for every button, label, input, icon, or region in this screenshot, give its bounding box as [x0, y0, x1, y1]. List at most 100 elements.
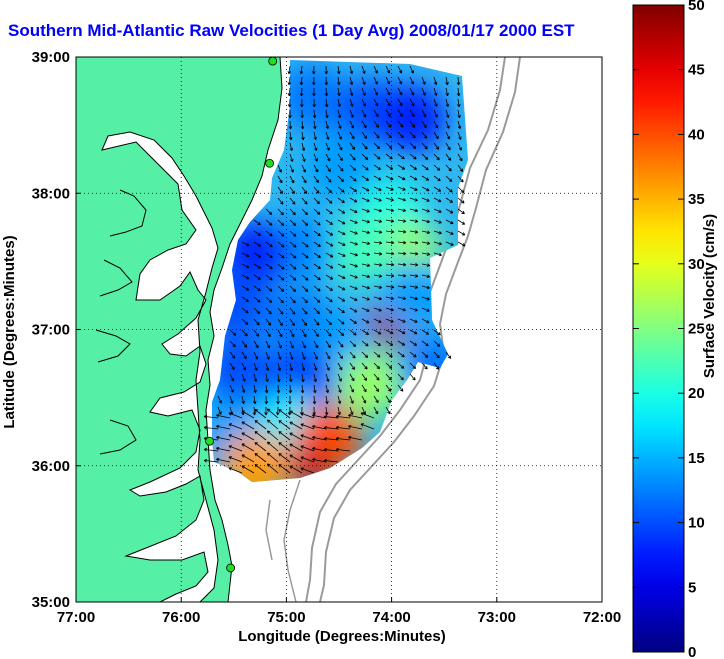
velocity-arrow [457, 230, 466, 236]
velocity-arrow [301, 142, 306, 152]
velocity-arrow [277, 373, 281, 383]
colorbar-tick-label: 40 [688, 126, 705, 143]
velocity-arrow [361, 186, 370, 192]
velocity-arrow [337, 362, 343, 371]
velocity-arrow [216, 446, 231, 452]
velocity-arrow [385, 251, 395, 256]
velocity-arrow [216, 424, 231, 430]
velocity-arrow [253, 307, 261, 314]
velocity-arrow [217, 395, 222, 404]
velocity-arrow [266, 441, 279, 452]
velocity-arrow [313, 340, 319, 349]
velocity-arrow [287, 98, 292, 108]
velocity-arrow [203, 414, 219, 419]
velocity-arrow [325, 175, 332, 183]
velocity-arrow [361, 230, 371, 235]
velocity-arrow [288, 120, 293, 130]
velocity-arrow [445, 219, 454, 225]
velocity-arrow [373, 131, 380, 139]
velocity-arrow [241, 373, 246, 382]
velocity-arrow [385, 307, 394, 312]
velocity-arrow [325, 153, 331, 162]
velocity-arrow [373, 362, 381, 370]
velocity-arrow [337, 142, 343, 151]
velocity-arrow [373, 76, 378, 85]
velocity-arrow [349, 263, 358, 268]
x-tick-label: 77:00 [57, 609, 95, 626]
velocity-arrow [276, 395, 280, 405]
velocity-arrow [289, 285, 297, 292]
velocity-arrow [421, 318, 430, 324]
velocity-arrow [337, 263, 346, 268]
velocity-arrow [323, 436, 339, 441]
velocity-arrow [301, 131, 305, 141]
velocity-arrow [241, 318, 249, 325]
velocity-arrow [373, 296, 382, 301]
velocity-vectors [203, 65, 466, 474]
velocity-arrow [349, 153, 356, 161]
velocity-arrow [409, 175, 418, 181]
velocity-arrow [385, 65, 391, 74]
velocity-arrow [349, 384, 355, 393]
velocity-arrow [445, 76, 449, 86]
velocity-arrow [457, 164, 464, 172]
velocity-arrow [216, 457, 231, 463]
velocity-arrow [361, 65, 366, 74]
velocity-arrow [313, 318, 320, 326]
velocity-arrow [313, 120, 317, 130]
velocity-arrow [349, 351, 356, 359]
velocity-arrow [325, 263, 334, 269]
station-marker [265, 158, 274, 168]
velocity-arrow [361, 153, 369, 160]
velocity-arrow [325, 373, 330, 382]
velocity-arrow [361, 285, 370, 290]
velocity-arrow [421, 219, 430, 224]
velocity-arrow [325, 219, 333, 225]
velocity-arrow [241, 443, 255, 452]
velocity-arrow [301, 230, 309, 237]
velocity-arrow [349, 373, 355, 382]
velocity-arrow [287, 76, 292, 86]
velocity-arrow [300, 456, 315, 463]
velocity-arrow [229, 351, 236, 359]
velocity-arrow [253, 274, 261, 280]
velocity-arrow [325, 395, 329, 405]
velocity-arrow [277, 219, 285, 226]
velocity-arrow [361, 263, 371, 268]
velocity-arrow [421, 296, 430, 301]
velocity-arrow [241, 241, 250, 247]
velocity-arrow [217, 406, 222, 415]
colorbar-tick-label: 15 [688, 450, 705, 467]
velocity-arrow [323, 458, 339, 463]
velocity-arrow [373, 373, 380, 381]
velocity-arrow [409, 186, 418, 191]
velocity-arrow [325, 384, 330, 394]
velocity-arrow [337, 318, 345, 325]
velocity-arrow [313, 263, 321, 270]
velocity-arrow [337, 164, 344, 172]
velocity-arrow [409, 285, 419, 289]
velocity-arrow [312, 98, 316, 108]
velocity-arrow [254, 431, 267, 441]
velocity-arrow [241, 432, 255, 441]
station-marker [268, 57, 278, 66]
velocity-arrow [349, 186, 357, 192]
velocity-arrow [253, 329, 260, 337]
velocity-arrow [324, 76, 329, 86]
velocity-arrow [457, 186, 465, 193]
velocity-arrow [457, 120, 462, 129]
velocity-arrow [289, 432, 303, 441]
velocity-arrow [397, 164, 406, 170]
velocity-arrow [289, 307, 296, 315]
velocity-arrow [289, 351, 294, 360]
velocity-arrow [277, 186, 283, 194]
velocity-arrow [278, 442, 291, 452]
velocity-arrow [373, 142, 381, 150]
x-tick-label: 75:00 [267, 609, 305, 626]
velocity-arrow [325, 252, 334, 258]
velocity-arrow [409, 208, 418, 213]
velocity-arrow [253, 230, 261, 236]
velocity-arrow [277, 362, 282, 372]
velocity-arrow [433, 340, 441, 347]
velocity-arrow [349, 142, 356, 150]
